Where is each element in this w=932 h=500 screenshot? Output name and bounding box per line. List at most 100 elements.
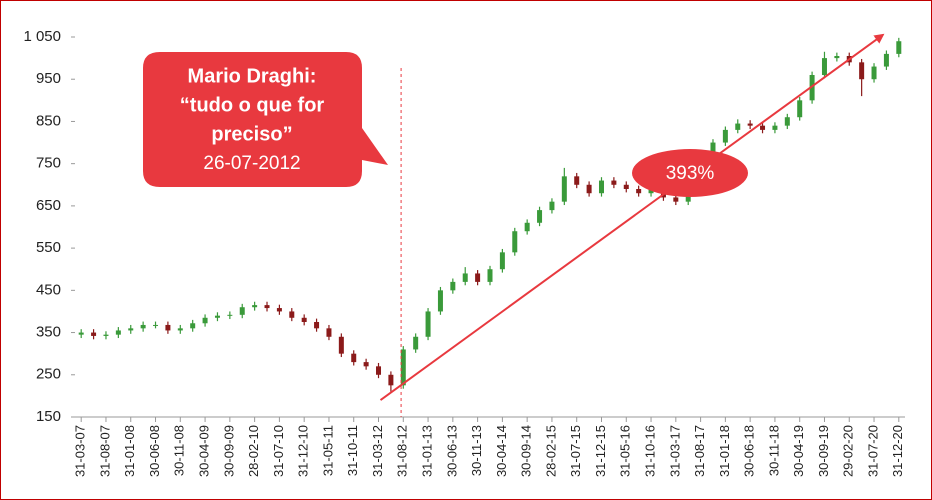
plot-area: 150 250 350 450 550 650 750 850 950 1 050 31-03-07… [23,28,905,477]
candle-body [413,336,419,350]
x-tick-label: 30-06-08 [147,425,162,477]
candle-body [475,273,481,282]
candle-body [400,349,406,386]
x-tick-label: 30-11-18 [766,425,781,476]
candle-body [487,269,493,282]
candle-body [623,184,629,189]
x-tick-label: 30-04-09 [197,425,212,477]
candle-body [128,328,134,331]
x-tick-label: 31-01-18 [717,425,732,477]
candle-body [338,336,344,354]
y-tick-label: 850 [36,112,61,129]
candle-body [140,324,146,329]
x-tick-label: 31-03-12 [370,425,385,477]
x-tick-label: 31-03-17 [667,425,682,477]
candle-body [797,100,803,118]
y-tick-label: 350 [36,324,61,341]
candle-body [772,125,778,130]
callout-text: preciso” [211,123,292,145]
candle-body [351,353,357,363]
candle-body [276,308,282,312]
candle-body [561,176,567,202]
x-tick-label: 31-01-08 [122,425,137,477]
x-tick-label: 31-12-20 [890,425,905,477]
candle-body [239,307,245,315]
growth-label: 393% [666,163,715,184]
candle-body [363,362,369,367]
candle-body [821,58,827,75]
candle-body [598,180,604,194]
y-tick-label: 550 [36,239,61,256]
candle-body [437,290,443,312]
candle-body [537,210,543,223]
y-tick-label: 950 [36,70,61,87]
candle-body [103,334,109,336]
x-tick-label: 31-10-16 [642,425,657,477]
candle-body [673,197,679,202]
x-tick-label: 31-08-17 [692,425,707,477]
candle-body [499,252,505,270]
x-tick-label: 30-06-13 [444,425,459,477]
y-tick-label: 450 [36,281,61,298]
candle-body [78,332,84,335]
callout-text: “tudo o que for [180,94,325,116]
x-tick-label: 30-09-19 [816,425,831,477]
x-tick-label: 31-05-11 [320,425,335,476]
candle-body [747,123,753,126]
x-tick-label: 31-05-16 [618,425,633,477]
candle-body [784,117,790,126]
candle-body [214,315,220,318]
x-tick-label: 28-02-15 [543,425,558,477]
y-tick-label: 250 [36,366,61,383]
candle-body [722,129,728,143]
candle-body [883,53,889,67]
x-tick-label: 30-09-14 [519,425,534,477]
x-tick-label: 30-06-18 [742,425,757,477]
callout-text: 26-07-2012 [203,153,300,174]
candle-body [314,322,320,329]
x-tick-label: 31-12-15 [593,425,608,477]
y-tick-label: 1 050 [23,28,61,45]
x-tick-label: 31-01-13 [419,425,434,477]
candle-body [896,41,902,54]
candle-body [834,56,840,59]
candle-body [636,189,642,194]
callout-text: Mario Draghi: [188,65,317,87]
candle-body [450,281,456,291]
x-tick-label: 31-03-07 [73,425,88,477]
candle-body [190,323,196,329]
x-tick-label: 29-02-20 [841,425,856,477]
candle-body [227,314,233,316]
x-tick-label: 30-09-09 [221,425,236,477]
candle-body [289,311,295,318]
candle-body [115,330,121,335]
candle-body [202,317,208,324]
candle-body [809,75,815,101]
candle-body [648,189,654,194]
candle-body [388,374,394,386]
candle-body [252,305,258,308]
x-tick-label: 31-12-10 [296,425,311,477]
candle-body [611,180,617,185]
x-tick-label: 31-07-15 [568,425,583,477]
growth-badge [632,149,748,197]
candle-body [301,317,307,322]
x-tick-label: 31-08-07 [97,425,112,477]
callout-box [143,52,388,187]
candle-body [326,328,332,337]
candle-body [376,366,382,375]
candle-body [549,201,555,211]
x-tick-label: 30-04-14 [494,425,509,477]
candle-body [165,324,171,331]
candle-body [153,324,159,326]
candle-body [512,231,518,253]
y-tick-label: 150 [36,408,61,425]
x-tick-label: 31-10-11 [345,425,360,476]
candle-body [859,62,865,80]
x-tick-label: 30-11-13 [469,425,484,476]
candle-body [524,222,530,232]
candle-body [871,66,877,80]
candle-body [574,176,580,185]
candle-body [760,125,766,130]
